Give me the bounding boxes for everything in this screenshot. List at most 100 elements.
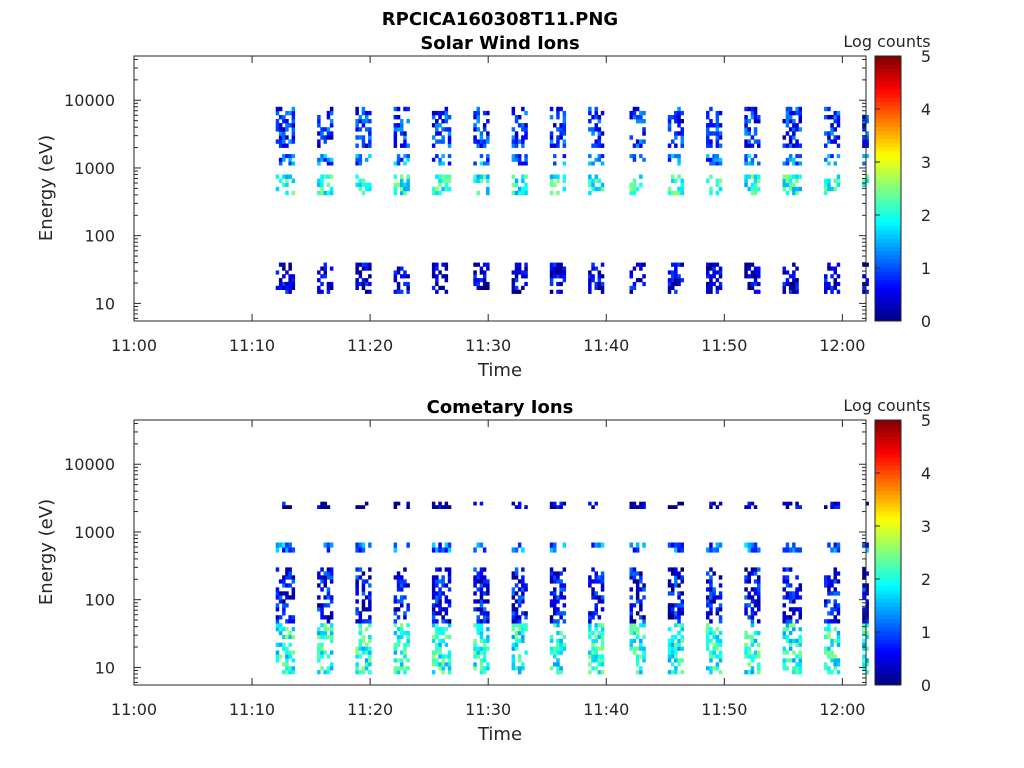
spectrogram-cell — [282, 182, 286, 188]
spectrogram-cell — [517, 115, 522, 120]
spectrogram-cell — [833, 542, 837, 548]
spectrogram-cell — [326, 595, 331, 600]
spectrogram-cell — [358, 154, 363, 159]
spectrogram-cell — [827, 654, 831, 659]
spectrogram-cell — [795, 619, 799, 624]
spectrogram-cell — [600, 595, 605, 600]
spectrogram-cell — [438, 646, 442, 651]
spectrogram-cell — [600, 642, 605, 647]
spectrogram-cell — [757, 575, 761, 580]
spectrogram-cell — [511, 642, 516, 647]
spectrogram-cell — [753, 281, 758, 287]
spectrogram-cell — [588, 631, 592, 636]
spectrogram-cell — [364, 646, 369, 651]
spectrogram-cell — [830, 619, 834, 624]
spectrogram-cell — [862, 289, 866, 294]
spectrogram-cell — [594, 603, 598, 608]
spectrogram-cell — [476, 127, 480, 132]
colorbar-swatch — [875, 122, 901, 127]
spectrogram-cell — [275, 658, 280, 663]
spectrogram-cell — [706, 285, 710, 290]
spectrogram-cell — [642, 615, 646, 620]
colorbar-swatch — [875, 432, 901, 438]
spectrogram-cell — [591, 579, 595, 584]
colorbar-swatch — [875, 506, 901, 512]
spectrogram-cell — [709, 619, 713, 624]
spectrogram-cell — [712, 123, 716, 128]
spectrogram-cell — [562, 174, 567, 179]
spectrogram-cell — [600, 182, 605, 188]
spectrogram-cell — [667, 670, 672, 675]
spectrogram-cell — [635, 262, 640, 267]
y-tick-label: 10000 — [64, 455, 115, 474]
spectrogram-cell — [680, 278, 684, 283]
spectrogram-cell — [320, 654, 324, 659]
spectrogram-cell — [588, 575, 592, 580]
spectrogram-cell — [677, 642, 681, 647]
spectrogram-cell — [715, 666, 720, 671]
spectrogram-cell — [556, 650, 560, 655]
spectrogram-cell — [680, 190, 684, 196]
spectrogram-cell — [278, 599, 283, 604]
spectrogram-cell — [865, 115, 869, 120]
spectrogram-cell — [718, 642, 723, 647]
spectrogram-cell — [706, 615, 710, 620]
spectrogram-cell — [635, 611, 640, 616]
spectrogram-cell — [715, 547, 720, 553]
spectrogram-cell — [406, 505, 410, 509]
spectrogram-cell — [642, 654, 646, 659]
spectrogram-cell — [288, 274, 292, 279]
spectrogram-cell — [511, 270, 516, 275]
spectrogram-cell — [282, 611, 286, 616]
spectrogram-cell — [600, 654, 605, 659]
spectrogram-cell — [444, 567, 449, 572]
spectrogram-cell — [326, 627, 331, 632]
spectrogram-cell — [511, 106, 516, 112]
spectrogram-cell — [747, 571, 751, 576]
spectrogram-cell — [639, 115, 643, 120]
spectrogram-cell — [282, 135, 286, 140]
spectrogram-cell — [782, 285, 786, 290]
spectrogram-cell — [444, 583, 449, 588]
spectrogram-cell — [677, 631, 681, 636]
spectrogram-cell — [288, 123, 292, 128]
spectrogram-cell — [361, 123, 366, 128]
x-tick-label: 12:00 — [819, 336, 865, 355]
spectrogram-cell — [486, 110, 490, 116]
spectrogram-cell — [549, 638, 554, 643]
spectrogram-cell — [514, 607, 519, 612]
spectrogram-cell — [588, 619, 592, 624]
spectrogram-cell — [486, 619, 490, 624]
spectrogram-cell — [358, 631, 363, 636]
spectrogram-cell — [715, 131, 720, 136]
spectrogram-cell — [597, 646, 602, 651]
spectrogram-cell — [524, 611, 528, 616]
spectrogram-cell — [629, 595, 633, 600]
spectrogram-cell — [393, 289, 398, 294]
spectrogram-cell — [549, 615, 554, 620]
spectrogram-cell — [750, 595, 755, 600]
spectrogram-cell — [291, 154, 296, 159]
spectrogram-cell — [706, 274, 710, 279]
spectrogram-cell — [680, 575, 684, 580]
spectrogram-cell — [517, 157, 522, 162]
spectrogram-cell — [396, 161, 401, 166]
spectrogram-cell — [368, 262, 372, 267]
spectrogram-cell — [447, 174, 452, 179]
spectrogram-cell — [358, 161, 363, 166]
spectrogram-cell — [326, 542, 331, 548]
spectrogram-cell — [639, 182, 643, 188]
spectrogram-cell — [559, 611, 563, 616]
spectrogram-cell — [836, 174, 841, 179]
spectrogram-cell — [358, 642, 363, 647]
spectrogram-cell — [285, 190, 289, 196]
spectrogram-cell — [435, 174, 439, 179]
spectrogram-cell — [521, 583, 525, 588]
spectrogram-cell — [358, 615, 363, 620]
spectrogram-cell — [782, 611, 786, 616]
spectrogram-cell — [709, 281, 713, 287]
spectrogram-cell — [438, 270, 442, 275]
spectrogram-cell — [798, 642, 802, 647]
spectrogram-cell — [795, 127, 799, 132]
spectrogram-cell — [674, 119, 678, 124]
